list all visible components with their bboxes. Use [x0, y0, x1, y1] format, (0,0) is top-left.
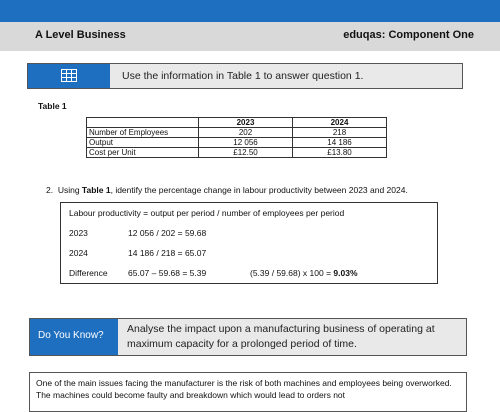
instruction-panel: Use the information in Table 1 to answer…	[27, 63, 463, 89]
table-cell: Cost per Unit	[86, 147, 199, 158]
instruction-icon-box	[28, 64, 110, 88]
table-cell: 202	[198, 127, 293, 138]
answer-text-box: One of the main issues facing the manufa…	[29, 372, 467, 412]
table-row: Number of Employees 202 218	[86, 127, 387, 138]
answer-label: 2023	[69, 228, 88, 238]
data-table: 2023 2024 Number of Employees 202 218 Ou…	[86, 117, 387, 158]
table-cell: 14 186	[292, 137, 387, 148]
table-label: Table 1	[38, 101, 67, 111]
answer-label: Difference	[69, 268, 108, 278]
top-accent-bar	[0, 0, 500, 22]
percent-result: 9.03%	[333, 268, 358, 278]
table-header-row: 2023 2024	[86, 117, 387, 128]
formula-line: Labour productivity = output per period …	[69, 208, 345, 218]
table-header-cell: 2024	[292, 117, 387, 128]
table-header-cell	[86, 117, 199, 128]
answer-value: 12 056 / 202 = 59.68	[128, 228, 207, 238]
course-title: A Level Business	[35, 29, 126, 41]
did-you-know-tag: Do You Know?	[30, 319, 118, 355]
question-text: 2. Using Table 1, identify the percentag…	[46, 185, 408, 195]
table-grid-icon	[61, 69, 77, 82]
question-number: 2.	[46, 185, 54, 195]
question-prefix: Using	[57, 185, 82, 195]
percent-calc-text: (5.39 / 59.68) x 100 =	[250, 268, 334, 278]
did-you-know-label: Do You Know?	[38, 330, 104, 341]
answer-box: Labour productivity = output per period …	[60, 202, 438, 284]
table-cell: Output	[86, 137, 199, 148]
percent-calculation: (5.39 / 59.68) x 100 = 9.03%	[250, 268, 358, 278]
table-cell: Number of Employees	[86, 127, 199, 138]
instruction-text: Use the information in Table 1 to answer…	[122, 70, 364, 82]
answer-label: 2024	[69, 248, 88, 258]
question-suffix: , identify the percentage change in labo…	[110, 185, 408, 195]
table-cell: £13.80	[292, 147, 387, 158]
answer-value: 14 186 / 218 = 65.07	[128, 248, 207, 258]
table-cell: 12 056	[198, 137, 293, 148]
answer-value: 65.07 – 59.68 = 5.39	[128, 268, 207, 278]
table-row: Output 12 056 14 186	[86, 137, 387, 148]
table-row: Cost per Unit £12.50 £13.80	[86, 147, 387, 158]
component-title: eduqas: Component One	[343, 29, 474, 41]
did-you-know-text: Analyse the impact upon a manufacturing …	[127, 323, 435, 350]
table-header-cell: 2023	[198, 117, 293, 128]
page-header: A Level Business eduqas: Component One	[0, 22, 500, 51]
did-you-know-panel: Do You Know? Analyse the impact upon a m…	[29, 318, 467, 356]
question-bold: Table 1	[81, 185, 111, 195]
table-cell: £12.50	[198, 147, 293, 158]
table-cell: 218	[292, 127, 387, 138]
